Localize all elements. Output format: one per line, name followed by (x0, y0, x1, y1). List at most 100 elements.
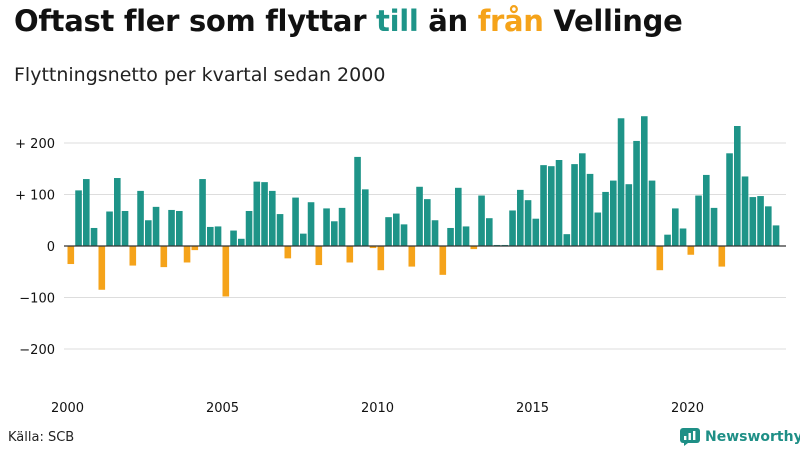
bar (168, 209, 175, 246)
bar (284, 246, 292, 259)
x-tick-label: 2015 (516, 401, 549, 416)
bar (253, 181, 261, 247)
bar (726, 153, 733, 246)
bar (579, 153, 586, 246)
x-tick-label: 2000 (51, 401, 84, 416)
bar (532, 218, 540, 246)
newsworthy-logo-icon (680, 428, 700, 446)
bar (393, 213, 400, 247)
bar (672, 208, 679, 246)
bar (346, 246, 354, 263)
bar (563, 234, 571, 247)
bar (718, 246, 726, 267)
bar (439, 246, 447, 275)
bar (98, 246, 106, 290)
y-axis-ticks: + 200 + 100 0 −100 −200 (15, 137, 55, 358)
title-part3: Vellinge (543, 4, 683, 38)
bar (517, 189, 524, 246)
bar (470, 246, 478, 250)
bar (540, 165, 547, 246)
bar (757, 196, 764, 246)
y-tick-label: 0 (47, 240, 55, 255)
brand-name: Newsworthy (705, 429, 800, 445)
bar (610, 180, 617, 246)
bar (679, 228, 687, 246)
bar (524, 200, 532, 246)
bar (772, 225, 780, 246)
bar (307, 202, 315, 246)
bar (710, 207, 718, 246)
bar (648, 180, 656, 246)
bar (625, 184, 633, 246)
bar (292, 197, 299, 246)
bar (509, 210, 516, 247)
bar (377, 246, 385, 271)
bar (400, 224, 408, 246)
bar (462, 226, 470, 246)
bar (90, 227, 98, 246)
y-tick-label: −100 (19, 292, 55, 307)
bar (67, 246, 75, 265)
bar (687, 246, 695, 255)
bar (276, 214, 284, 246)
bar (455, 187, 462, 247)
bar (548, 166, 555, 247)
bar (106, 211, 113, 247)
bar (222, 246, 230, 297)
bar (315, 246, 323, 266)
bar (137, 190, 144, 246)
bar (238, 238, 245, 246)
bar (331, 221, 338, 246)
bar (300, 233, 307, 246)
bar (83, 179, 90, 246)
bar (633, 140, 640, 246)
bar (245, 210, 253, 246)
bar (571, 164, 578, 247)
bar (176, 210, 183, 246)
bar (555, 160, 563, 246)
bar (695, 195, 702, 246)
bar (408, 246, 416, 267)
bar (191, 246, 199, 251)
bar (362, 189, 369, 246)
x-tick-label: 2005 (206, 401, 239, 416)
bar (214, 226, 222, 246)
bar (385, 217, 392, 246)
source-label: Källa: SCB (8, 430, 75, 445)
x-tick-label: 2020 (671, 401, 704, 416)
bar (734, 126, 741, 246)
bar (75, 190, 82, 246)
brand-logo: Newsworthy (680, 428, 800, 446)
bar (129, 246, 137, 266)
y-tick-label: −200 (19, 343, 55, 358)
chart-subtitle: Flyttningsnetto per kvartal sedan 2000 (14, 64, 386, 86)
bar (354, 156, 361, 246)
bar (478, 195, 485, 246)
bar (664, 234, 671, 246)
grid-lines (64, 142, 786, 350)
bar (703, 174, 710, 246)
bar (431, 220, 439, 246)
bar (114, 178, 121, 246)
bar (594, 212, 602, 247)
bar (323, 208, 330, 246)
x-axis-ticks: 2000 2005 2010 2015 2020 (51, 401, 704, 416)
bar (617, 118, 625, 246)
bar (230, 230, 237, 246)
x-tick-label: 2010 (361, 401, 394, 416)
bar (207, 226, 214, 246)
bar-series (67, 116, 780, 297)
title-part2: än (418, 4, 478, 38)
title-fran: från (477, 4, 544, 38)
bar (183, 246, 191, 263)
bar (641, 116, 648, 246)
y-tick-label: + 100 (15, 189, 55, 204)
bar (765, 206, 772, 246)
bar (269, 190, 276, 246)
bar (741, 176, 749, 246)
bar (160, 246, 168, 268)
title-till: till (376, 4, 419, 38)
bar (424, 199, 431, 246)
bar (602, 191, 609, 247)
